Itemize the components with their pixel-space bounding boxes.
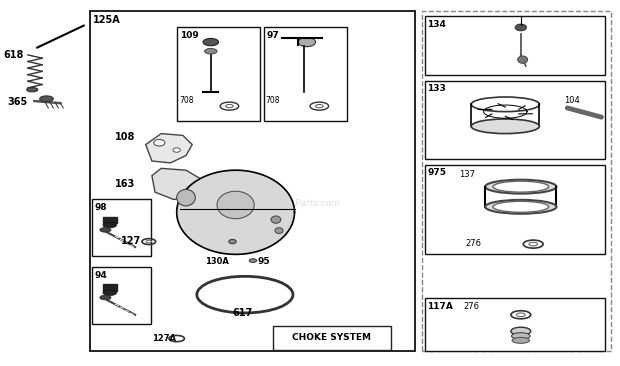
- Text: 134: 134: [427, 20, 446, 29]
- Text: 130A: 130A: [205, 257, 229, 266]
- Ellipse shape: [512, 333, 530, 339]
- Polygon shape: [177, 170, 294, 254]
- Polygon shape: [152, 168, 205, 199]
- Bar: [103, 217, 117, 223]
- Ellipse shape: [271, 216, 281, 223]
- Text: 708: 708: [265, 96, 280, 105]
- Bar: [425, 165, 604, 254]
- Ellipse shape: [100, 295, 111, 300]
- Ellipse shape: [173, 148, 180, 152]
- Ellipse shape: [511, 327, 531, 335]
- Ellipse shape: [229, 239, 236, 244]
- Ellipse shape: [205, 49, 217, 54]
- Bar: [92, 267, 151, 324]
- Ellipse shape: [529, 242, 538, 246]
- Text: 127: 127: [121, 236, 141, 246]
- Text: eReplacementParts.com: eReplacementParts.com: [230, 199, 340, 208]
- Text: CHOKE SYSTEM: CHOKE SYSTEM: [292, 333, 371, 342]
- Text: 137: 137: [459, 170, 475, 179]
- Text: 127A: 127A: [152, 334, 176, 343]
- Text: 94: 94: [94, 271, 107, 280]
- Polygon shape: [146, 134, 192, 163]
- Text: 108: 108: [115, 132, 135, 142]
- Ellipse shape: [154, 139, 165, 146]
- Ellipse shape: [275, 228, 283, 234]
- Ellipse shape: [40, 96, 53, 102]
- Text: 109: 109: [180, 31, 198, 40]
- Ellipse shape: [298, 37, 316, 46]
- Ellipse shape: [493, 201, 549, 212]
- Text: 95: 95: [257, 257, 270, 266]
- Ellipse shape: [485, 200, 557, 214]
- Text: 276: 276: [463, 302, 479, 311]
- Ellipse shape: [515, 24, 526, 31]
- Ellipse shape: [226, 105, 233, 108]
- Text: 365: 365: [7, 97, 28, 107]
- Bar: [425, 16, 604, 75]
- Text: 97: 97: [267, 31, 280, 40]
- Bar: [273, 326, 391, 350]
- Bar: [92, 199, 151, 256]
- Text: 117A: 117A: [427, 302, 453, 311]
- Text: 276: 276: [465, 239, 481, 248]
- Bar: [425, 298, 604, 351]
- Text: 617: 617: [232, 308, 253, 318]
- Ellipse shape: [27, 87, 38, 92]
- Ellipse shape: [518, 56, 528, 63]
- Ellipse shape: [217, 191, 254, 219]
- Bar: [90, 11, 415, 351]
- Ellipse shape: [249, 259, 257, 262]
- Bar: [103, 284, 117, 291]
- Ellipse shape: [177, 190, 195, 206]
- Ellipse shape: [146, 240, 151, 243]
- Bar: [264, 27, 347, 121]
- Bar: [425, 81, 604, 159]
- Text: 98: 98: [94, 203, 107, 212]
- Ellipse shape: [103, 222, 117, 228]
- Text: 975: 975: [427, 168, 446, 178]
- Ellipse shape: [516, 313, 525, 317]
- Ellipse shape: [203, 38, 218, 46]
- Text: 104: 104: [564, 96, 580, 105]
- Text: 133: 133: [427, 84, 446, 93]
- Ellipse shape: [493, 181, 549, 192]
- Ellipse shape: [316, 105, 323, 108]
- Ellipse shape: [512, 337, 529, 343]
- Ellipse shape: [471, 119, 539, 134]
- Bar: [177, 27, 260, 121]
- Text: 618: 618: [3, 50, 24, 60]
- Text: 163: 163: [115, 179, 135, 189]
- Text: 125A: 125A: [93, 15, 121, 25]
- Ellipse shape: [103, 290, 117, 296]
- Ellipse shape: [100, 228, 111, 232]
- Bar: [422, 11, 611, 351]
- Ellipse shape: [485, 180, 557, 194]
- Text: 708: 708: [180, 96, 194, 105]
